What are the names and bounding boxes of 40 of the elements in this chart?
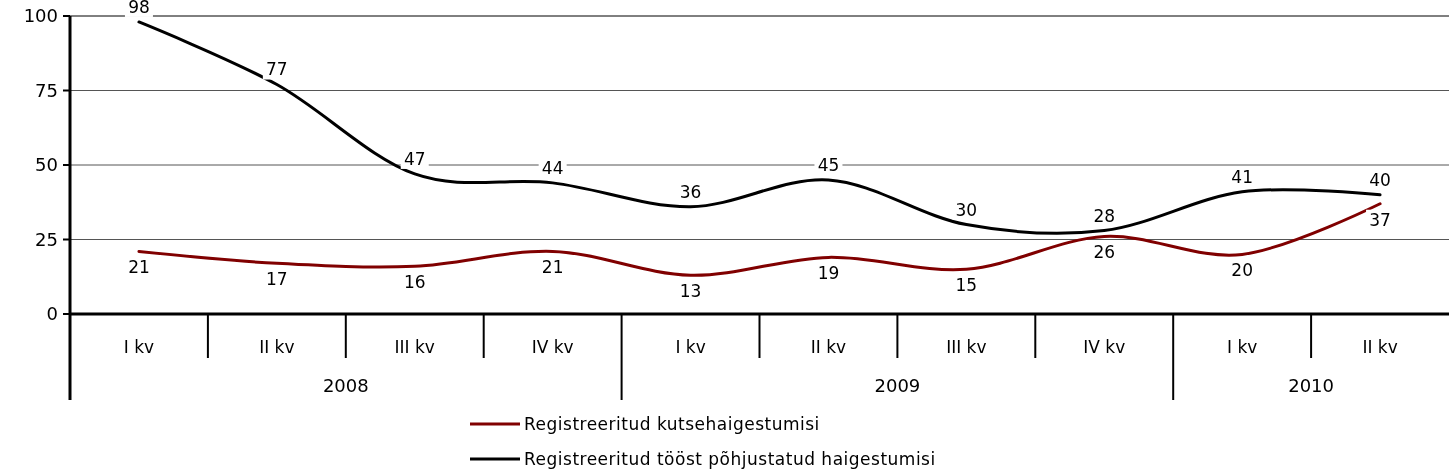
data-label: 19 <box>817 263 840 284</box>
data-label: 36 <box>679 181 702 202</box>
data-label: 26 <box>1093 242 1116 263</box>
data-label: 37 <box>1369 209 1391 230</box>
data-label: 45 <box>817 154 840 175</box>
legend-label: Registreeritud kutsehaigestumisi <box>524 413 820 434</box>
y-tick-label: 0 <box>46 303 58 325</box>
x-tick-label: I kv <box>123 336 155 357</box>
data-label: 44 <box>541 157 564 178</box>
x-tick-label: IV kv <box>1083 336 1126 357</box>
data-label: 21 <box>541 257 564 278</box>
text: 2010 <box>1288 375 1335 397</box>
y-tick-label: 50 <box>35 154 58 176</box>
data-label: 20 <box>1231 260 1253 281</box>
x-tick-label: II kv <box>810 336 847 357</box>
legend-label: Registreeritud tööst põhjustatud haigestumisi <box>524 448 936 469</box>
x-tick-label: IV kv <box>531 336 574 357</box>
text: 2008 <box>322 375 369 397</box>
x-tick-label: III kv <box>946 336 987 357</box>
text: 2009 <box>874 375 921 397</box>
data-label: 21 <box>128 257 150 278</box>
data-label: 30 <box>955 199 978 220</box>
data-label: 47 <box>403 148 426 169</box>
x-tick-label: II kv <box>1362 336 1398 357</box>
x-tick-label: II kv <box>259 336 295 357</box>
x-tick-label: III kv <box>394 336 435 357</box>
y-tick-label: 75 <box>35 79 58 101</box>
data-label: 16 <box>403 272 426 293</box>
data-label: 13 <box>679 281 702 302</box>
data-label: 17 <box>266 269 288 290</box>
data-label: 77 <box>266 59 288 80</box>
data-label: 28 <box>1093 205 1116 226</box>
x-tick-label: I kv <box>1226 336 1258 357</box>
data-label: 98 <box>128 0 150 17</box>
y-tick-label: 100 <box>23 5 58 27</box>
y-tick-label: 25 <box>35 228 58 250</box>
data-label: 40 <box>1369 169 1391 190</box>
data-label: 41 <box>1231 166 1253 187</box>
data-label: 15 <box>955 275 978 296</box>
x-tick-label: I kv <box>675 336 706 357</box>
